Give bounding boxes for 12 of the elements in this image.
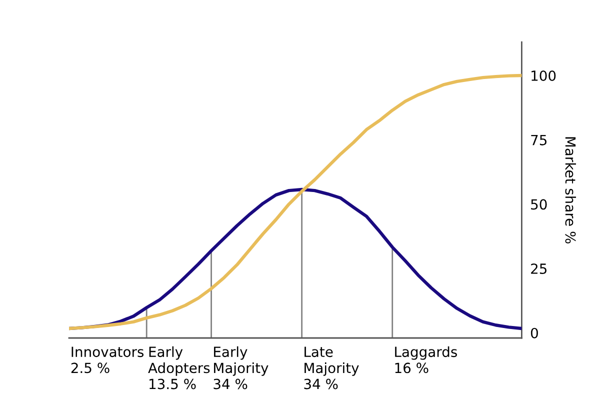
text: Laggards 16 % xyxy=(395,346,457,374)
text: Early Adopters 13.5 % xyxy=(148,346,210,390)
y-tick-label: 0 xyxy=(530,328,538,338)
y-tick-label: 100 xyxy=(532,70,556,82)
y-tick-label: 25 xyxy=(531,263,546,274)
line-series xyxy=(69,74,522,330)
y-tick-label: 75 xyxy=(531,135,546,146)
text: Early Majority 34 % xyxy=(214,346,268,390)
y-axis-title: Market share % xyxy=(565,137,576,244)
y-tick-label: 50 xyxy=(531,199,547,210)
text: Innovators 2.5 % xyxy=(71,346,144,374)
text: Late Majority 34 % xyxy=(304,346,359,390)
